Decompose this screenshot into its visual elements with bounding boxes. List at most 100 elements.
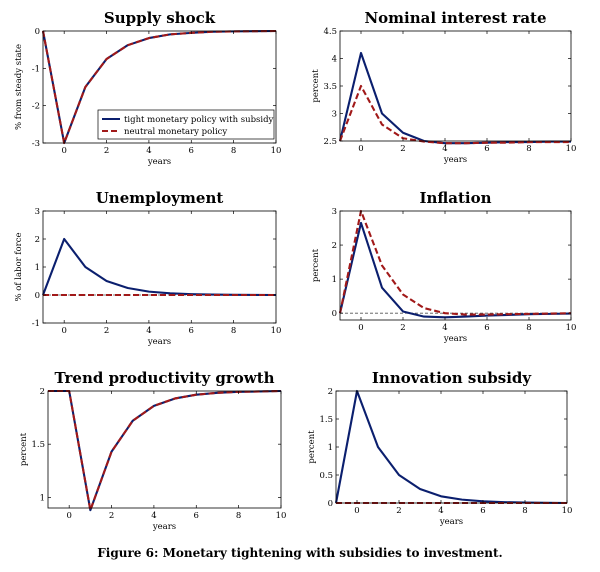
legend-box — [97, 109, 275, 140]
series-line-tight — [48, 389, 282, 512]
x-axis-label: years — [443, 155, 467, 165]
x-tick-label: 0 — [66, 511, 71, 521]
y-tick-label: 1 — [35, 263, 40, 273]
y-tick-label: -3 — [32, 139, 40, 149]
y-tick-label: 1.5 — [319, 415, 333, 425]
panel-trend: Trend productivity growth 0 2 4 6 8 10 1 1.5 2 yea… — [19, 369, 286, 532]
x-axis-label: years — [439, 517, 463, 527]
plot-frame — [335, 390, 568, 504]
y-tick-label: 0 — [35, 291, 40, 301]
x-tick-label: 8 — [522, 506, 527, 516]
x-axis-label: years — [152, 522, 176, 532]
x-tick-label: 10 — [566, 323, 577, 333]
y-axis-label: percent — [307, 430, 317, 464]
legend-entry-neutral: neutral monetary policy — [124, 127, 227, 137]
x-tick-label: 6 — [189, 146, 194, 156]
panel-subsidy: Innovation subsidy 0 2 4 6 8 10 0 0.5 1 1.5 2 years p… — [307, 369, 572, 527]
x-tick-label: 4 — [146, 326, 151, 336]
x-tick-label: 0 — [358, 323, 363, 333]
x-tick-label: 2 — [109, 511, 114, 521]
x-tick-label: 2 — [400, 144, 405, 154]
y-tick-label: 3 — [332, 110, 337, 120]
x-tick-label: 2 — [104, 146, 109, 156]
y-tick-label: 0.5 — [319, 471, 333, 481]
figure-caption: Figure 6: Monetary tightening with subsi… — [97, 546, 503, 560]
series-line-neutral — [338, 209, 572, 316]
y-tick-label: 2 — [35, 235, 40, 245]
x-tick-label: 8 — [231, 146, 236, 156]
y-tick-label: 1 — [40, 493, 45, 503]
y-tick-label: 4 — [332, 55, 337, 65]
plot-frame — [42, 30, 277, 144]
y-axis-label: percent — [311, 248, 321, 282]
x-tick-label: 10 — [271, 326, 282, 336]
x-tick-label: 0 — [358, 144, 363, 154]
x-tick-label: 6 — [484, 144, 489, 154]
y-tick-label: 1 — [332, 275, 337, 285]
panel-unemployment: Unemployment 0 2 4 6 8 10 -1 0 1 2 3 years % of labor… — [14, 189, 281, 347]
series-line-tight — [42, 237, 277, 297]
x-tick-label: 8 — [236, 511, 241, 521]
x-axis-label: years — [147, 337, 171, 347]
y-tick-label: 0 — [35, 27, 40, 37]
panel-title: Nominal interest rate — [364, 9, 546, 27]
y-tick-label: 2 — [40, 387, 45, 397]
panel-nominal: Nominal interest rate 0 2 4 6 8 10 2.5 3 3.5 4 4.5 y… — [311, 9, 576, 165]
panel-title: Inflation — [419, 189, 491, 207]
x-tick-label: 10 — [566, 144, 577, 154]
x-tick-label: 0 — [354, 506, 359, 516]
y-tick-label: 2.5 — [323, 137, 337, 147]
x-tick-label: 2 — [104, 326, 109, 336]
x-tick-label: 6 — [480, 506, 485, 516]
y-tick-label: 3 — [35, 207, 40, 217]
y-tick-label: 4.5 — [323, 27, 337, 37]
panel-title: Innovation subsidy — [372, 369, 532, 387]
y-tick-label: 2 — [328, 387, 333, 397]
y-tick-label: 3.5 — [323, 82, 337, 92]
y-tick-label: 0 — [328, 499, 333, 509]
y-tick-label: 1.5 — [31, 440, 45, 450]
plot-frame — [339, 210, 572, 321]
x-tick-label: 8 — [526, 323, 531, 333]
y-axis-label: percent — [311, 69, 321, 103]
panel-title: Trend productivity growth — [54, 369, 274, 387]
x-tick-label: 2 — [396, 506, 401, 516]
x-axis-label: years — [147, 157, 171, 167]
x-tick-label: 6 — [194, 511, 199, 521]
x-tick-label: 0 — [61, 146, 66, 156]
y-tick-label: -2 — [32, 102, 40, 112]
series-line-tight — [338, 51, 571, 145]
series-line-neutral — [48, 389, 282, 512]
x-tick-label: 4 — [442, 323, 447, 333]
series-line-neutral — [339, 84, 571, 145]
x-tick-label: 8 — [526, 144, 531, 154]
y-tick-label: -1 — [32, 64, 40, 74]
x-tick-label: 6 — [189, 326, 194, 336]
x-tick-label: 4 — [438, 506, 443, 516]
series-line-tight — [334, 389, 568, 505]
legend: tight monetary policy with subsidy neutra… — [97, 109, 275, 140]
x-tick-label: 10 — [276, 511, 287, 521]
y-tick-label: 0 — [332, 309, 337, 319]
x-tick-label: 10 — [271, 146, 282, 156]
plot-frame — [339, 30, 572, 142]
x-tick-label: 0 — [61, 326, 66, 336]
y-axis-label: % of labor force — [14, 233, 24, 302]
x-tick-label: 10 — [562, 506, 573, 516]
plot-frame — [42, 210, 277, 324]
x-tick-label: 2 — [400, 323, 405, 333]
x-tick-label: 8 — [231, 326, 236, 336]
y-axis-label: percent — [19, 432, 29, 466]
series-line-tight — [338, 221, 572, 319]
y-tick-label: 1 — [328, 443, 333, 453]
panel-title: Supply shock — [104, 9, 216, 27]
panel-inflation: Inflation 0 2 4 6 8 10 0 1 2 3 years percent — [311, 189, 576, 344]
x-tick-label: 6 — [484, 323, 489, 333]
x-tick-label: 4 — [146, 146, 151, 156]
y-tick-label: 2 — [332, 241, 337, 251]
y-tick-label: -1 — [32, 319, 40, 329]
x-tick-label: 4 — [442, 144, 447, 154]
legend-entry-tight: tight monetary policy with subsidy — [124, 115, 274, 125]
y-axis-label: % from steady state — [14, 44, 24, 130]
